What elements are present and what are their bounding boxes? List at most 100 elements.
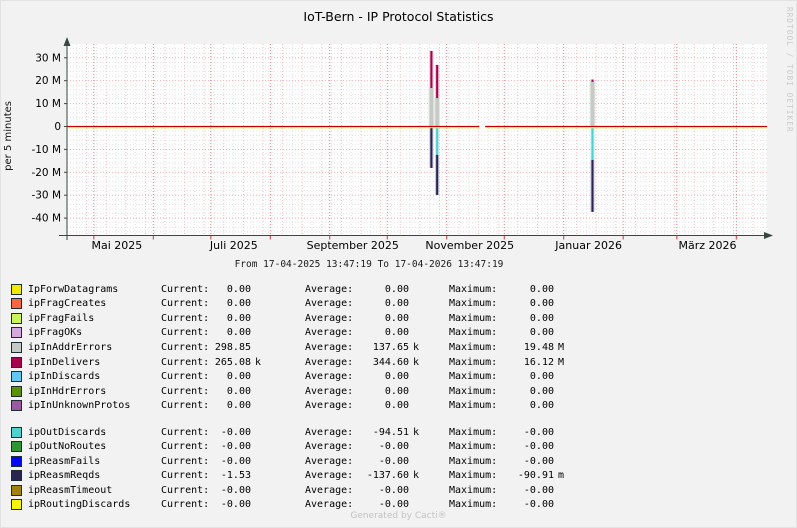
series-color-swatch — [11, 400, 22, 412]
series-label: ipInUnknownProtos — [28, 400, 131, 412]
series-spikes — [428, 50, 596, 212]
stat-key: Average: — [305, 441, 354, 453]
zero-line-red — [67, 125, 767, 128]
stat-value: 0.00 — [384, 327, 409, 339]
series-color-swatch — [11, 470, 22, 482]
stat-value: 0.00 — [226, 400, 251, 412]
stat-key: Maximum: — [449, 441, 498, 453]
stat-value: 0.00 — [529, 400, 554, 412]
stat-unit: k — [255, 356, 262, 368]
stat-value: -90.91 — [517, 470, 554, 482]
legend-row: ipInHdrErrors Current: 0.00 Average: 0.00 Max… — [11, 384, 567, 399]
spike-ipOutDiscards — [436, 126, 439, 155]
series-label: ipFragOKs — [28, 327, 83, 339]
stat-unit: k — [413, 470, 420, 482]
legend-row: ipOutDiscards Current: -0.00 Average: -94.51… — [11, 425, 567, 440]
series-color-swatch — [11, 327, 22, 339]
series-label: ipOutDiscards — [28, 426, 107, 438]
stat-value: -0.00 — [220, 455, 251, 467]
series-color-swatch — [11, 385, 22, 397]
stat-value: -0.00 — [220, 426, 251, 438]
stat-key: Maximum: — [449, 341, 498, 353]
chart-canvas: 30 M 20 M 10 M 0 -10 M -20 M -30 M -40 M Mai 202… — [31, 37, 773, 270]
stat-key: Average: — [305, 426, 354, 438]
stat-value: 137.65 — [372, 341, 409, 353]
series-label: ipReasmReqds — [28, 470, 101, 482]
stat-value: 298.85 — [214, 341, 251, 353]
axes — [59, 37, 773, 240]
spike-ipInDelivers — [436, 64, 439, 99]
series-label: ipInDiscards — [28, 371, 101, 383]
series-label: ipOutNoRoutes — [28, 441, 107, 453]
stat-value: -0.00 — [523, 484, 554, 496]
stat-value: -0.00 — [220, 484, 251, 496]
stat-key: Current: — [161, 298, 210, 310]
rrdtool-watermark: RRDTOOL / TOBI OETIKER — [785, 7, 794, 133]
stat-key: Maximum: — [449, 499, 498, 511]
stat-value: 0.00 — [529, 298, 554, 310]
stat-key: Current: — [161, 356, 210, 368]
stat-unit: m — [558, 470, 565, 482]
legend-row: ipFragOKs Current: 0.00 Average: 0.00 Maximum… — [11, 326, 567, 341]
stat-key: Current: — [161, 455, 210, 467]
stat-key: Average: — [305, 400, 354, 412]
series-color-swatch — [11, 426, 22, 438]
stat-key: Current: — [161, 312, 210, 324]
stat-key: Current: — [161, 499, 210, 511]
series-label: ipReasmFails — [28, 455, 101, 467]
spike-ipOutDiscards — [591, 126, 594, 160]
stat-key: Current: — [161, 341, 210, 353]
x-tick-label: November 2025 — [425, 239, 514, 252]
page-title: IoT-Bern - IP Protocol Statistics — [303, 9, 494, 24]
series-label: ipReasmTimeout — [28, 484, 113, 496]
stat-value: -0.00 — [378, 484, 409, 496]
stat-value: -137.60 — [366, 470, 409, 482]
stat-key: Maximum: — [449, 385, 498, 397]
zero-line-yellow — [67, 127, 767, 129]
stat-value: 0.00 — [384, 371, 409, 383]
y-tick-label: -10 M — [31, 144, 61, 156]
stat-key: Current: — [161, 400, 210, 412]
legend-row: ipReasmTimeout Current: -0.00 Average: -0.00… — [11, 483, 567, 498]
x-tick-label: Mai 2025 — [91, 239, 142, 252]
date-range-caption: From 17-04-2025 13:47:19 To 17-04-2026 1… — [235, 259, 504, 270]
y-tick-label: -40 M — [31, 213, 61, 225]
series-color-swatch — [11, 341, 22, 353]
series-label: IpForwDatagrams — [28, 283, 119, 295]
stat-key: Maximum: — [449, 283, 498, 295]
stat-key: Average: — [305, 385, 354, 397]
stat-key: Maximum: — [449, 470, 498, 482]
legend-row: ipInDelivers Current: 265.08 k Average: 344.6… — [11, 355, 567, 370]
stat-value: 16.12 — [523, 356, 554, 368]
stat-key: Average: — [305, 298, 354, 310]
stat-key: Maximum: — [449, 327, 498, 339]
stat-key: Average: — [305, 341, 354, 353]
stat-key: Average: — [305, 356, 354, 368]
stat-unit: k — [413, 341, 420, 353]
series-label: ipFragFails — [28, 312, 95, 324]
stat-key: Current: — [161, 385, 210, 397]
spike-ipInDelivers — [430, 50, 433, 89]
legend-row: ipInUnknownProtos Current: 0.00 Average: 0.0… — [11, 398, 567, 413]
legend-row: ipInDiscards Current: 0.00 Average: 0.00 Maxi… — [11, 369, 567, 384]
stat-value: -0.00 — [220, 499, 251, 511]
series-label: ipInHdrErrors — [28, 385, 107, 397]
y-tick-label: 30 M — [35, 52, 61, 64]
stat-unit: M — [558, 341, 565, 353]
stat-value: 0.00 — [226, 327, 251, 339]
stat-unit: M — [558, 356, 565, 368]
stat-value: -1.53 — [220, 470, 251, 482]
legend-row: ipReasmReqds Current: -1.53 Average: -137.60… — [11, 469, 567, 484]
legend-row: ipFragFails Current: 0.00 Average: 0.00 Maxim… — [11, 311, 567, 326]
legend-row: ipOutNoRoutes Current: -0.00 Average: -0.00 M… — [11, 439, 567, 454]
y-tick-label: 10 M — [35, 98, 61, 110]
series-color-swatch — [11, 455, 22, 467]
stat-key: Current: — [161, 371, 210, 383]
stat-value: -0.00 — [523, 455, 554, 467]
spike-ipInAddrErrors — [429, 88, 434, 127]
stat-value: -0.00 — [378, 499, 409, 511]
stat-value: -0.00 — [523, 426, 554, 438]
x-tick-label: Januar 2026 — [554, 239, 622, 252]
x-tick-label: März 2026 — [679, 239, 737, 252]
series-label: ipInDelivers — [28, 356, 101, 368]
